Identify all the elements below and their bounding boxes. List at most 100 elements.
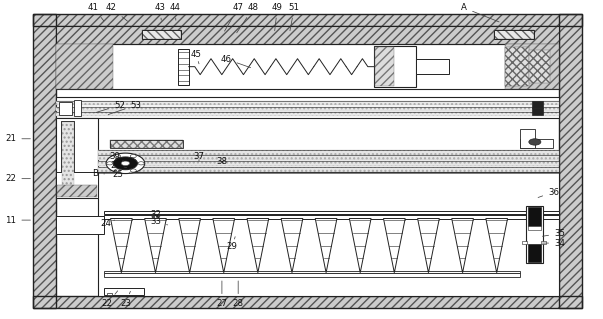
Bar	[522, 241, 527, 244]
Polygon shape	[281, 219, 303, 273]
Bar	[56, 172, 98, 198]
Circle shape	[130, 169, 136, 172]
Text: 11: 11	[5, 216, 30, 225]
Bar	[110, 140, 183, 148]
Polygon shape	[145, 219, 166, 273]
Bar	[532, 108, 543, 115]
Polygon shape	[178, 219, 200, 273]
Bar	[33, 296, 582, 308]
Polygon shape	[486, 219, 508, 273]
Text: 42: 42	[106, 4, 127, 21]
Bar	[505, 47, 529, 86]
Bar	[33, 14, 56, 308]
Bar	[57, 185, 97, 197]
Bar	[559, 14, 582, 308]
Text: 25: 25	[113, 170, 130, 179]
Bar	[74, 100, 81, 116]
Circle shape	[121, 161, 130, 166]
Bar	[56, 97, 559, 118]
Bar	[494, 30, 534, 39]
Text: 49: 49	[272, 4, 283, 31]
Bar	[532, 101, 543, 108]
Text: 36: 36	[538, 188, 559, 197]
Text: 29: 29	[227, 237, 238, 251]
Text: A: A	[461, 4, 499, 22]
Bar	[374, 46, 416, 87]
Bar	[520, 129, 535, 148]
Text: B: B	[92, 169, 104, 178]
Polygon shape	[349, 219, 371, 273]
Text: 22: 22	[102, 291, 118, 308]
Polygon shape	[315, 219, 337, 273]
Text: 23: 23	[120, 291, 131, 308]
Bar	[98, 150, 559, 155]
Text: 37: 37	[194, 152, 204, 161]
Polygon shape	[452, 219, 473, 273]
Bar	[528, 226, 541, 230]
Text: 38: 38	[216, 157, 227, 166]
Text: 33: 33	[150, 217, 168, 226]
Bar	[178, 49, 189, 85]
Bar	[98, 161, 559, 166]
Bar	[98, 172, 559, 296]
Bar	[33, 14, 56, 308]
Bar	[56, 101, 559, 105]
Bar	[56, 107, 559, 111]
Text: 51: 51	[289, 4, 300, 31]
Bar	[529, 50, 550, 83]
Circle shape	[115, 154, 121, 158]
Bar	[142, 30, 181, 39]
Bar	[104, 288, 144, 295]
Bar	[526, 206, 543, 263]
Bar	[85, 190, 91, 196]
Bar	[107, 293, 112, 295]
Bar	[98, 167, 559, 172]
Text: 28: 28	[233, 281, 244, 308]
Bar	[520, 139, 553, 148]
Text: 53: 53	[108, 101, 141, 115]
Bar	[56, 26, 559, 44]
Bar	[33, 14, 582, 26]
Bar	[559, 14, 582, 308]
Text: 39: 39	[109, 152, 124, 161]
Bar	[528, 207, 541, 226]
Bar	[61, 121, 74, 195]
Text: 26: 26	[110, 161, 127, 170]
Bar	[375, 47, 394, 86]
Bar	[56, 44, 559, 89]
Bar	[104, 211, 559, 214]
Text: 27: 27	[216, 281, 227, 308]
Bar	[142, 30, 181, 39]
Circle shape	[113, 157, 137, 170]
Text: 48: 48	[237, 4, 259, 33]
Polygon shape	[213, 219, 235, 273]
Text: 22: 22	[5, 174, 30, 183]
Text: 35: 35	[543, 229, 565, 238]
Polygon shape	[247, 219, 269, 273]
Polygon shape	[418, 219, 440, 273]
Bar	[104, 215, 559, 219]
Polygon shape	[110, 219, 132, 273]
Bar	[416, 59, 449, 74]
Bar	[56, 216, 104, 234]
Circle shape	[529, 139, 541, 145]
Text: 41: 41	[88, 4, 104, 21]
Text: 46: 46	[221, 55, 251, 68]
Bar	[56, 118, 98, 198]
Bar	[494, 30, 534, 39]
Polygon shape	[384, 219, 405, 273]
Bar	[104, 271, 520, 273]
Bar	[59, 102, 72, 115]
Bar	[104, 273, 520, 277]
Circle shape	[130, 154, 136, 158]
Bar	[56, 112, 559, 116]
Bar	[62, 122, 74, 194]
Bar	[505, 44, 559, 89]
Bar	[56, 26, 559, 44]
Text: 47: 47	[224, 4, 244, 31]
Bar	[98, 155, 559, 160]
Bar	[56, 44, 113, 89]
Bar	[33, 14, 582, 26]
Bar	[110, 140, 183, 148]
Text: 21: 21	[5, 134, 30, 143]
